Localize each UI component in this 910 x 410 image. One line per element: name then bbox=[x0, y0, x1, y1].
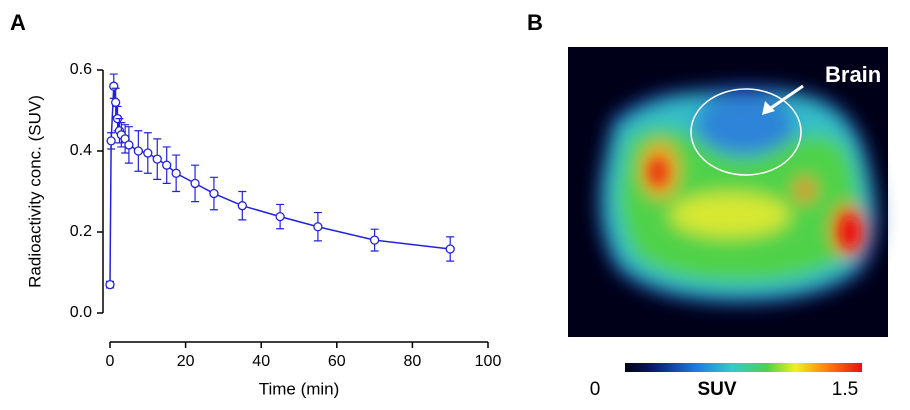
data-point bbox=[171, 168, 181, 178]
data-point bbox=[109, 81, 119, 91]
x-tick-label: 60 bbox=[328, 353, 346, 370]
x-tick-label: 80 bbox=[404, 353, 422, 370]
y-tick-label: 0.2 bbox=[70, 223, 92, 240]
data-point bbox=[133, 146, 144, 156]
data-point bbox=[275, 211, 285, 222]
colorbar-tick-label: 0 bbox=[590, 379, 601, 400]
data-point bbox=[313, 222, 323, 232]
y-tick-label: 0.6 bbox=[70, 61, 92, 78]
data-point bbox=[106, 136, 116, 146]
data-point bbox=[162, 160, 172, 170]
pet-image: Brain bbox=[568, 47, 888, 337]
data-line bbox=[109, 86, 451, 285]
x-tick-label: 100 bbox=[475, 353, 502, 370]
y-tick-label: 0.0 bbox=[70, 304, 92, 321]
data-point bbox=[237, 201, 247, 211]
panel-label: A bbox=[10, 10, 26, 35]
y-axis-title: Radioactivity conc. (SUV) bbox=[25, 95, 44, 288]
data-point bbox=[111, 97, 121, 108]
colorbar-tick-label: 1.5 bbox=[832, 379, 858, 400]
colorbar-label: SUV bbox=[697, 379, 736, 400]
x-tick-label: 0 bbox=[106, 353, 115, 370]
y-tick-label: 0.4 bbox=[70, 142, 92, 159]
data-point bbox=[190, 178, 200, 189]
data-point bbox=[152, 154, 162, 164]
colorbar bbox=[625, 363, 862, 372]
annotation: Brain bbox=[825, 62, 881, 87]
data-point bbox=[143, 148, 153, 158]
x-tick-label: 40 bbox=[252, 353, 270, 370]
data-point bbox=[445, 244, 455, 254]
x-axis-title: Time (min) bbox=[259, 379, 340, 398]
x-tick-label: 20 bbox=[177, 353, 195, 370]
data-point bbox=[209, 188, 219, 199]
data-point bbox=[124, 140, 134, 150]
data-point bbox=[369, 235, 380, 245]
panel-label: B bbox=[527, 10, 543, 35]
data-point bbox=[105, 279, 115, 290]
